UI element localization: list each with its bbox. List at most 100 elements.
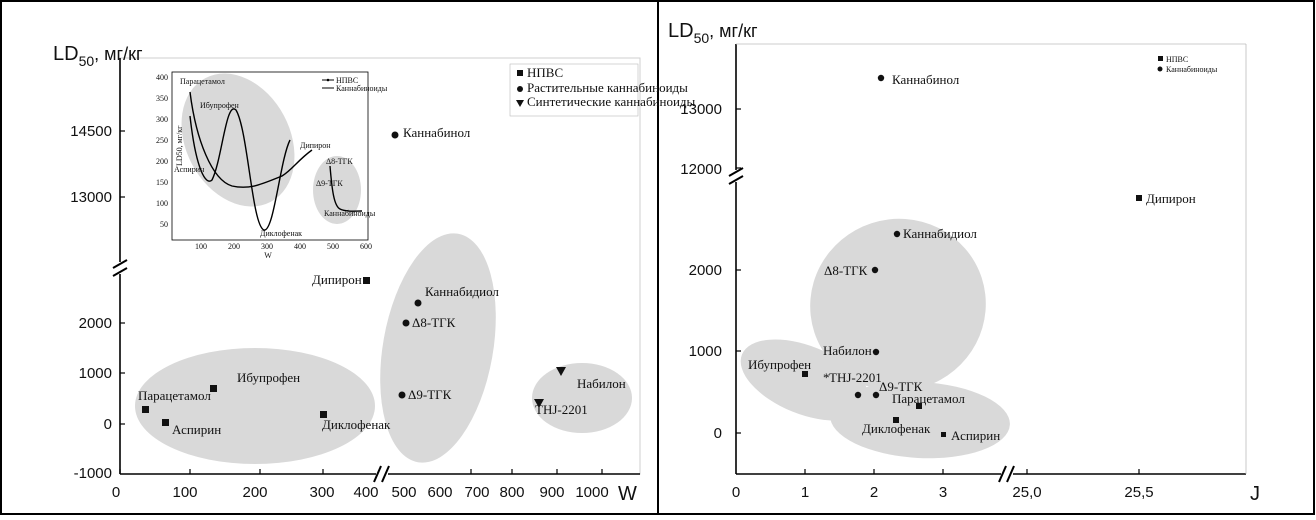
inset-label-paracetamol: Парацетамол — [180, 77, 225, 86]
label-cannabidiol: Каннабидиол — [425, 284, 499, 299]
right-label-dipyrone: Дипирон — [1146, 191, 1196, 206]
left-y-tick-0: 0 — [104, 416, 112, 433]
left-y-tick-neg1000: -1000 — [74, 465, 112, 482]
marker-aspirin — [162, 419, 169, 426]
right-label-diclofenac: Диклофенак — [862, 421, 931, 436]
right-y-tick-1000: 1000 — [689, 343, 722, 360]
right-legend: НПВС Каннабиноиды — [1157, 55, 1218, 74]
inset-x-label: W — [264, 251, 272, 260]
left-y-axis-label: LD50, мг/кг — [53, 43, 143, 69]
left-x-tick-500: 500 — [391, 484, 416, 501]
label-delta8-thc: Δ8-ТГК — [412, 315, 456, 330]
right-x-axis-label: J — [1250, 483, 1260, 505]
right-label-cannabinol: Каннабинол — [892, 72, 960, 87]
label-aspirin: Аспирин — [172, 422, 221, 437]
inset-y-400: 400 — [156, 73, 168, 82]
marker-cannabidiol — [414, 299, 422, 307]
right-legend-square-marker — [1158, 56, 1163, 61]
right-label-delta9-thc: Δ9-ТГК — [879, 379, 923, 394]
right-label-ibuprofen: Ибупрофен — [748, 357, 811, 372]
cluster-nsaid-right-2 — [830, 381, 1010, 459]
right-x-tick-3: 3 — [939, 484, 947, 501]
left-y-label-sub: 50 — [79, 53, 95, 69]
right-label-delta8-thc: Δ8-ТГК — [824, 263, 868, 278]
inset-label-cannabinoids: Каннабиноиды — [324, 209, 376, 218]
inset-legend: НПВС Каннабиноиды — [322, 76, 388, 93]
right-label-paracetamol: Парацетамол — [892, 391, 965, 406]
left-x-axis-label: W — [618, 483, 637, 505]
right-x-tick-1: 1 — [801, 484, 809, 501]
cluster-nsaid-left — [135, 348, 375, 464]
inset-cluster-nsaid — [181, 73, 295, 207]
right-marker-aspirin — [941, 432, 946, 437]
right-y-axis-break — [728, 167, 744, 185]
left-y-ticks — [120, 130, 125, 425]
left-x-ticks — [119, 469, 603, 474]
right-marker-paracetamol — [916, 403, 922, 409]
inset-y-300: 300 — [156, 115, 168, 124]
inset-y-150: 150 — [156, 178, 168, 187]
left-x-tick-900: 900 — [539, 484, 564, 501]
inset-legend-nsaid: НПВС — [336, 76, 358, 85]
left-x-tick-300: 300 — [309, 484, 334, 501]
inset-label-diclofenac: Диклофенак — [260, 229, 302, 238]
marker-delta9-thc — [398, 391, 406, 399]
left-y-tick-13000: 13000 — [70, 189, 112, 206]
left-x-tick-200: 200 — [242, 484, 267, 501]
right-y-tick-12000: 12000 — [680, 161, 722, 178]
left-x-tick-1000: 1000 — [575, 484, 608, 501]
right-marker-delta8-thc — [871, 266, 879, 274]
marker-cannabinol — [391, 131, 399, 139]
right-marker-ibuprofen — [802, 371, 808, 377]
left-x-tick-0: 0 — [112, 484, 120, 501]
left-x-axis-break — [373, 465, 390, 483]
inset-y-label: LD50, мг/кг — [175, 125, 184, 166]
left-x-tick-700: 700 — [464, 484, 489, 501]
marker-diclofenac — [320, 411, 327, 418]
right-y-label-sub: 50 — [694, 30, 710, 46]
inset-curve-nsaid-1 — [189, 91, 313, 188]
label-paracetamol: Парацетамол — [138, 388, 211, 403]
inset-y-50: 50 — [160, 220, 168, 229]
right-x-tick-0: 0 — [732, 484, 740, 501]
right-y-tick-2000: 2000 — [689, 262, 722, 279]
label-dipyrone: Дипирон — [312, 272, 362, 287]
right-x-tick-25-5: 25,5 — [1124, 484, 1153, 501]
right-marker-cannabidiol — [893, 230, 901, 238]
inset-cluster-cannabinoids — [313, 156, 361, 224]
right-label-thj2201-asterisk: * — [823, 370, 830, 385]
inset-y-ticks: 400 350 300 250 200 150 100 50 — [156, 73, 168, 229]
right-label-aspirin: Аспирин — [951, 428, 1000, 443]
right-x-ticks — [804, 469, 1140, 474]
right-y-ticks — [736, 108, 741, 434]
marker-dipyrone — [363, 277, 370, 284]
left-x-tick-100: 100 — [172, 484, 197, 501]
right-y-label-unit: , мг/кг — [709, 21, 758, 41]
inset-y-250: 250 — [156, 136, 168, 145]
right-marker-dipyrone — [1136, 195, 1142, 201]
right-label-thj2201: THJ-2201 — [829, 370, 882, 385]
inset-curve-nsaid-2 — [189, 108, 291, 231]
inset-label-delta8: Δ8-ТГК — [326, 157, 353, 166]
inset-y-100: 100 — [156, 199, 168, 208]
left-legend-nsaid: НПВС — [527, 65, 563, 80]
inset-x-400: 400 — [294, 242, 306, 251]
inset-legend-cannabinoids: Каннабиноиды — [336, 84, 388, 93]
inset-label-aspirin: Аспирин — [174, 165, 205, 174]
right-legend-circle-marker — [1157, 66, 1163, 72]
left-x-tick-800: 800 — [499, 484, 524, 501]
legend-circle-marker — [517, 86, 523, 92]
right-x-axis-break — [998, 465, 1015, 483]
inset-curve-cannabinoids — [329, 165, 363, 212]
label-ibuprofen: Ибупрофен — [237, 370, 300, 385]
marker-ibuprofen — [210, 385, 217, 392]
left-panel: 0 100 200 300 400 500 600 700 800 900 10… — [53, 43, 696, 505]
inset-label-dipyrone: Дипирон — [300, 141, 331, 150]
inset-chart: НПВС Каннабиноиды Парацетамол Ибупрофен … — [156, 71, 388, 260]
inset-label-ibuprofen: Ибупрофен — [200, 101, 240, 110]
marker-delta8-thc — [402, 319, 410, 327]
right-label-cannabidiol: Каннабидиол — [903, 226, 977, 241]
inset-x-200: 200 — [228, 242, 240, 251]
cluster-cannabinoids-right — [810, 218, 986, 392]
